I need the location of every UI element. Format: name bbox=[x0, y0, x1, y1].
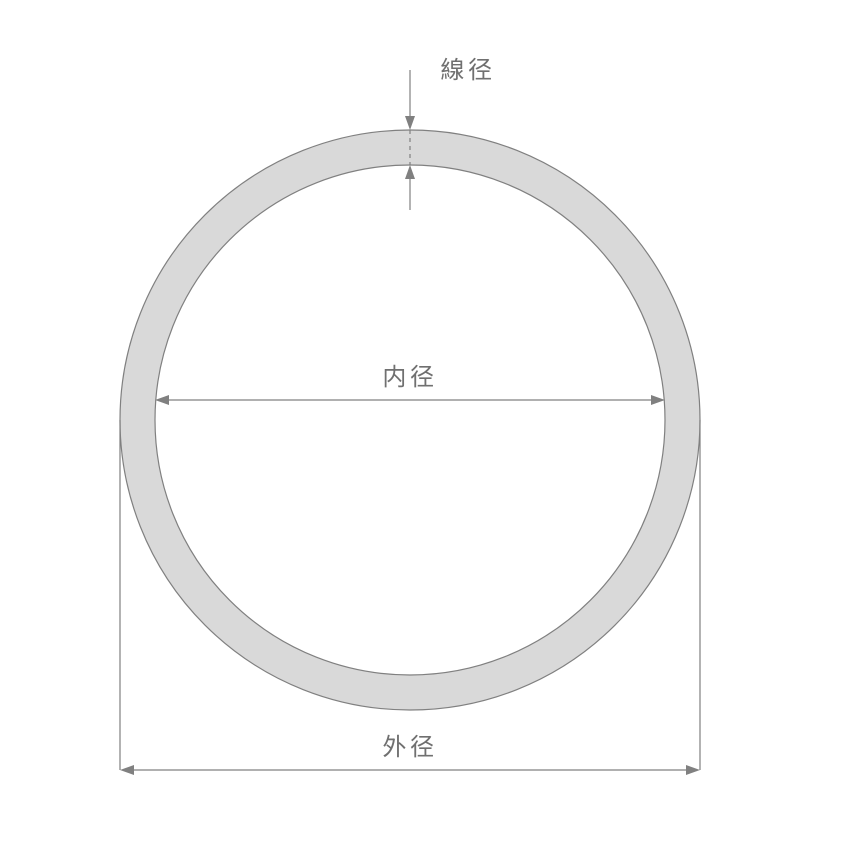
wire-diameter-label: 線径 bbox=[440, 57, 495, 84]
inner-diameter-label: 内径 bbox=[382, 364, 437, 391]
ring-fill bbox=[120, 130, 700, 710]
outer-diameter-label: 外径 bbox=[382, 734, 437, 761]
inner-circle bbox=[155, 165, 665, 675]
ring-dimension-diagram: 内径外径 線径 bbox=[0, 0, 850, 850]
